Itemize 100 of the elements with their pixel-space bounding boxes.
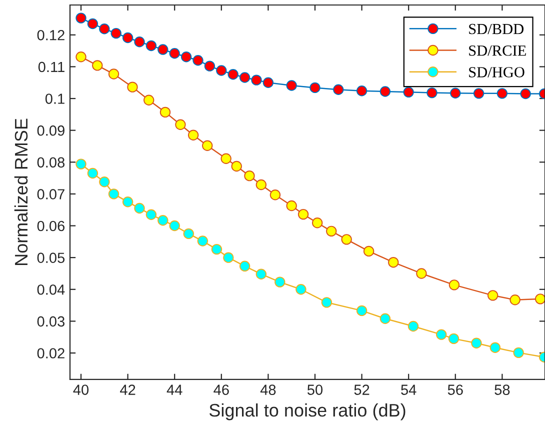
- point: [223, 252, 234, 263]
- y-axis-title: Normalized RMSE: [14, 118, 28, 265]
- point: [169, 48, 180, 59]
- y-tick-label: 0.02: [37, 348, 64, 358]
- y-tick-label: 0.12: [37, 30, 64, 40]
- point: [188, 130, 199, 140]
- point: [380, 313, 391, 324]
- point: [426, 87, 438, 98]
- point: [127, 82, 138, 92]
- point: [448, 280, 460, 290]
- point: [471, 338, 482, 348]
- point: [473, 88, 484, 99]
- point: [256, 179, 267, 190]
- point: [286, 80, 297, 91]
- point: [158, 215, 168, 226]
- x-tick-label: 54: [401, 384, 416, 395]
- point: [341, 234, 352, 245]
- point: [487, 290, 498, 301]
- point: [76, 12, 86, 24]
- point: [160, 106, 171, 118]
- point: [270, 190, 281, 200]
- point: [496, 88, 508, 99]
- point: [403, 86, 414, 98]
- point: [99, 24, 110, 34]
- point: [436, 329, 447, 340]
- x-axis-title: Signal to noise ratio (dB): [209, 403, 406, 420]
- y-tick-label: 0.11: [38, 62, 64, 72]
- point: [158, 44, 168, 55]
- x-tick-label: 40: [73, 384, 89, 395]
- point: [99, 176, 110, 188]
- y-tick-label: 0.05: [37, 252, 65, 263]
- point: [202, 140, 213, 151]
- y-tick-label: 0.06: [37, 220, 64, 232]
- point: [356, 305, 368, 316]
- point: [211, 244, 222, 255]
- point: [448, 333, 460, 344]
- point: [110, 28, 122, 39]
- point: [244, 170, 255, 182]
- point: [296, 284, 306, 295]
- point: [298, 208, 309, 220]
- point: [416, 268, 427, 279]
- y-tick-label: 0.04: [37, 284, 65, 295]
- point: [180, 52, 192, 62]
- point: [388, 256, 399, 268]
- point: [450, 88, 461, 98]
- point: [76, 52, 86, 62]
- point: [169, 220, 180, 232]
- x-tick-label: 42: [120, 384, 136, 395]
- y-tick-label: 0.1: [45, 94, 64, 104]
- x-tick-label: 44: [166, 384, 182, 395]
- point: [183, 228, 194, 240]
- point: [134, 36, 145, 48]
- point: [239, 72, 250, 83]
- y-tick-label: 0.03: [37, 316, 64, 327]
- point: [490, 342, 501, 353]
- point: [408, 320, 419, 332]
- point: [274, 276, 286, 288]
- legend-label: SD/HGO: [469, 67, 524, 78]
- point: [122, 32, 134, 44]
- point: [192, 55, 204, 66]
- y-tick-label: 0.08: [37, 157, 65, 168]
- x-tick-label: 56: [448, 384, 463, 395]
- point: [108, 68, 120, 80]
- x-tick-label: 50: [307, 384, 323, 395]
- point: [87, 168, 98, 179]
- point: [108, 188, 120, 200]
- x-tick-label: 46: [214, 384, 229, 395]
- point: [326, 226, 337, 237]
- x-tick-label: 58: [494, 384, 510, 395]
- point: [513, 347, 524, 358]
- point: [251, 74, 262, 86]
- point: [510, 294, 520, 306]
- point: [228, 69, 238, 80]
- point: [144, 94, 154, 106]
- point: [197, 236, 208, 246]
- point: [520, 88, 531, 100]
- point: [321, 297, 332, 308]
- x-tick-label: 48: [260, 384, 276, 395]
- point: [256, 268, 267, 280]
- point: [92, 60, 103, 71]
- point: [239, 260, 250, 272]
- point: [76, 158, 86, 170]
- point: [146, 40, 157, 52]
- point: [262, 77, 274, 88]
- point: [310, 82, 320, 94]
- point: [231, 160, 242, 172]
- legend-label: SD/BDD: [469, 24, 524, 34]
- legend-label: SD/RCIE: [469, 46, 526, 56]
- point: [220, 153, 232, 164]
- point: [134, 202, 145, 214]
- point: [356, 86, 368, 96]
- point: [204, 60, 216, 72]
- point: [286, 200, 297, 212]
- point: [146, 209, 157, 220]
- point: [380, 86, 391, 97]
- point: [175, 119, 186, 130]
- y-tick-label: 0.09: [37, 125, 64, 136]
- point: [312, 218, 323, 228]
- x-tick-label: 52: [354, 384, 370, 395]
- point: [216, 65, 227, 76]
